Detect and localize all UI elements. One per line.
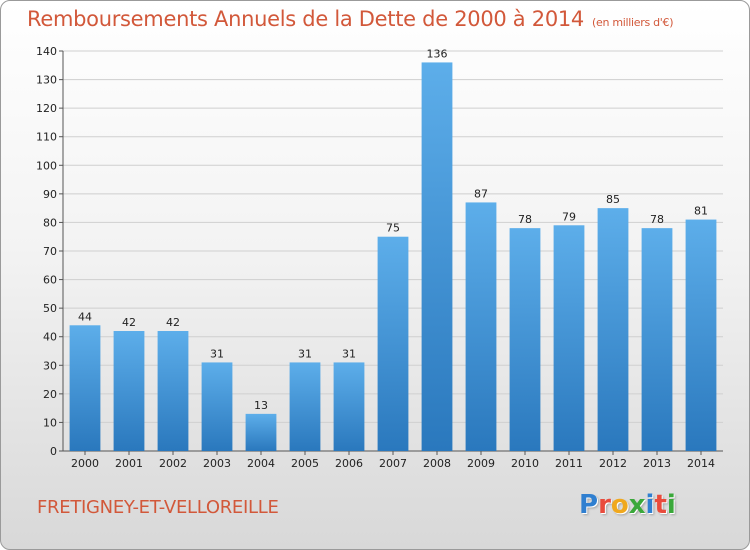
x-tick-label: 2006 — [335, 457, 363, 470]
x-tick-label: 2003 — [203, 457, 231, 470]
bar — [597, 208, 629, 451]
commune-name: FRETIGNEY-ET-VELLOREILLE — [37, 497, 279, 518]
x-tick-label: 2012 — [599, 457, 627, 470]
logo-letter: i — [645, 490, 655, 520]
y-tick-label: 120 — [36, 102, 57, 115]
logo-letter: i — [666, 490, 676, 520]
data-label: 136 — [427, 47, 448, 60]
y-tick-label: 110 — [36, 131, 57, 144]
logo-letter: x — [628, 490, 646, 520]
y-tick-label: 130 — [36, 74, 57, 87]
chart-title-text: Remboursements Annuels de la Dette de 20… — [27, 7, 584, 31]
y-tick-label: 10 — [43, 416, 57, 429]
y-tick-label: 20 — [43, 388, 57, 401]
bar — [553, 225, 585, 451]
y-tick-label: 40 — [43, 331, 57, 344]
logo-letter: t — [654, 490, 667, 520]
bar — [157, 331, 189, 451]
data-labels: 44 42 42 31 13 31 31 75 136 87 78 79 85 78 81 — [78, 47, 708, 411]
x-tick-label: 2002 — [159, 457, 187, 470]
data-label: 85 — [606, 193, 620, 206]
chart-unit: (en milliers d'€) — [592, 16, 674, 29]
bar — [289, 362, 321, 451]
bar — [509, 228, 541, 451]
bar — [333, 362, 365, 451]
y-tick-label: 140 — [36, 45, 57, 58]
data-label: 31 — [210, 347, 224, 360]
bar — [377, 236, 409, 451]
y-tick-label: 80 — [43, 216, 57, 229]
y-tick-label: 70 — [43, 245, 57, 258]
data-label: 44 — [78, 310, 92, 323]
data-label: 78 — [650, 213, 664, 226]
bar — [113, 331, 145, 451]
x-tick-label: 2005 — [291, 457, 319, 470]
y-tick-label: 90 — [43, 188, 57, 201]
bar — [685, 219, 717, 451]
data-label: 87 — [474, 187, 488, 200]
data-label: 81 — [694, 205, 708, 218]
y-tick-label: 100 — [36, 159, 57, 172]
bar — [641, 228, 673, 451]
logo-letter: o — [610, 490, 629, 520]
x-tick-label: 2000 — [71, 457, 99, 470]
x-tick-label: 2004 — [247, 457, 275, 470]
x-tick-label: 2008 — [423, 457, 451, 470]
x-tick-label: 2014 — [687, 457, 715, 470]
bar — [245, 413, 277, 451]
x-tick-label: 2007 — [379, 457, 407, 470]
proxiti-logo: Proxiti — [579, 490, 676, 520]
x-tick-label: 2010 — [511, 457, 539, 470]
data-label: 31 — [342, 347, 356, 360]
tick-labels: 0 10 20 30 40 50 60 70 80 90 100 110 120 130 140 2000 20… — [36, 45, 715, 470]
bar — [465, 202, 497, 451]
data-label: 79 — [562, 210, 576, 223]
y-tick-label: 30 — [43, 359, 57, 372]
y-tick-label: 0 — [50, 445, 57, 458]
bar — [421, 62, 453, 452]
logo-letter: r — [598, 490, 611, 520]
x-tick-label: 2001 — [115, 457, 143, 470]
logo-letter: P — [579, 490, 599, 520]
y-tick-label: 50 — [43, 302, 57, 315]
data-label: 42 — [122, 316, 136, 329]
data-label: 42 — [166, 316, 180, 329]
data-label: 13 — [254, 399, 268, 412]
x-tick-label: 2009 — [467, 457, 495, 470]
x-tick-label: 2011 — [555, 457, 583, 470]
data-label: 31 — [298, 347, 312, 360]
bar — [201, 362, 233, 451]
y-tick-label: 60 — [43, 274, 57, 287]
data-label: 75 — [386, 222, 400, 235]
data-label: 78 — [518, 213, 532, 226]
bars — [69, 62, 717, 452]
x-tick-label: 2013 — [643, 457, 671, 470]
bar — [69, 325, 101, 451]
chart-title: Remboursements Annuels de la Dette de 20… — [27, 7, 673, 31]
